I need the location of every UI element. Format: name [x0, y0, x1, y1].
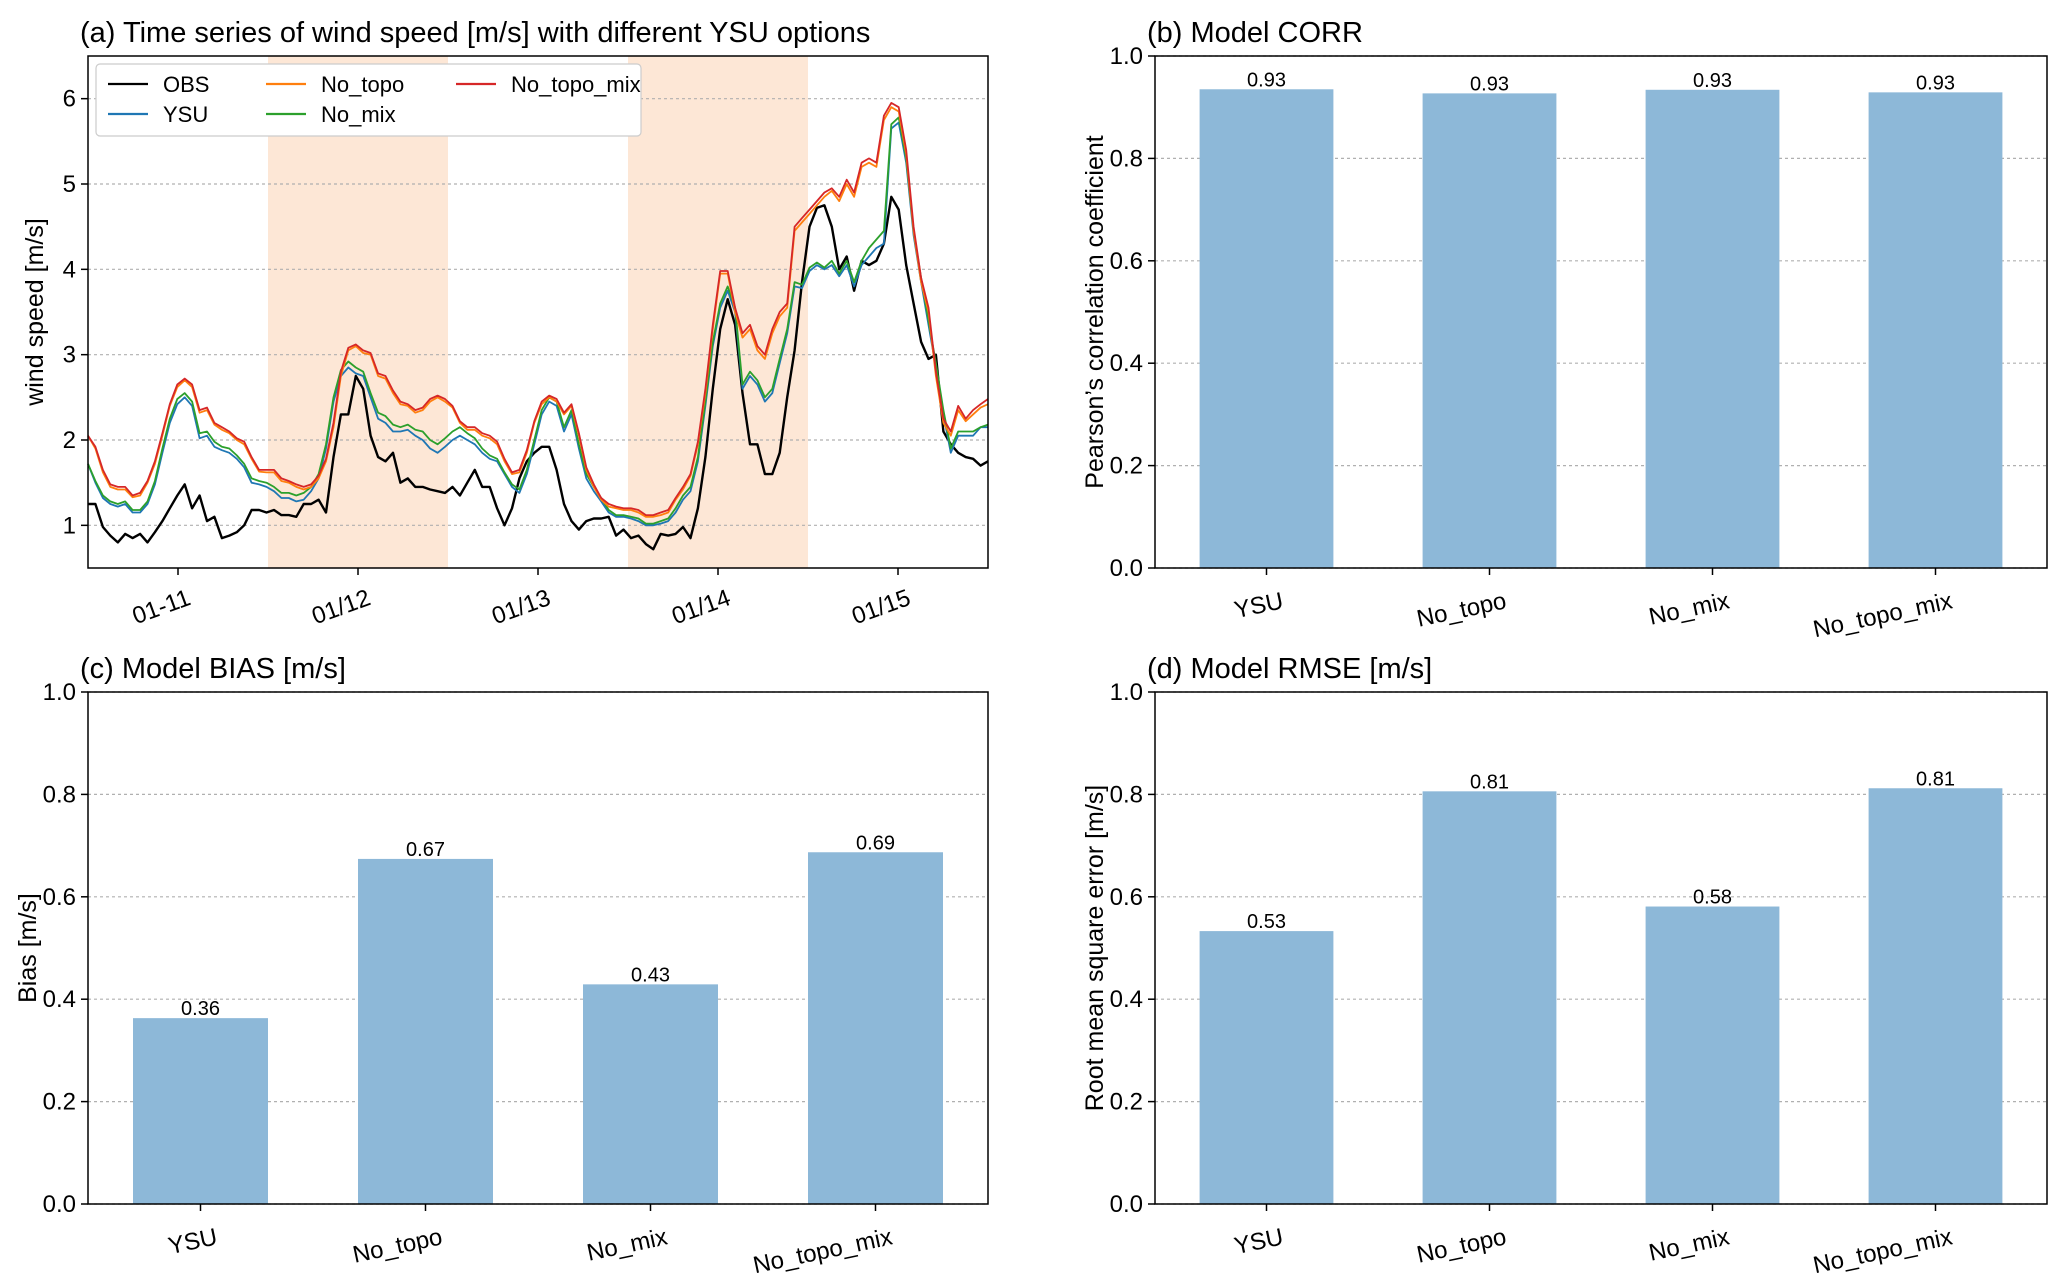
x-tick-label: No_topo_mix — [751, 1223, 895, 1279]
x-tick-label: 01/13 — [488, 584, 554, 630]
panel-a-ylabel: wind speed [m/s] — [21, 218, 49, 407]
panel-c-frame — [87, 691, 989, 1205]
bar-no-topo-mix — [808, 852, 943, 1204]
y-tick-label: 0.2 — [1110, 453, 1143, 480]
data-label: 0.43 — [631, 964, 670, 986]
y-tick-label: 0.2 — [1110, 1089, 1143, 1116]
y-tick-label: 2 — [63, 427, 76, 454]
y-tick-label: 0.0 — [43, 1191, 76, 1218]
y-tick-label: 0.8 — [1110, 781, 1143, 808]
y-tick-label: 0.8 — [1110, 145, 1143, 172]
data-label: 0.69 — [856, 832, 895, 854]
y-tick-label: 0.4 — [1110, 986, 1143, 1013]
x-tick-label: No_topo — [1414, 1223, 1508, 1268]
y-tick-label: 1.0 — [43, 679, 76, 706]
x-tick-label: 01/14 — [668, 584, 734, 630]
x-tick-label: 01/15 — [848, 584, 914, 630]
series-line-no-mix — [87, 116, 989, 525]
bar-no-topo-mix — [1868, 92, 2003, 569]
panel-d-frame — [1154, 691, 2048, 1205]
x-tick-label: 01-11 — [129, 584, 194, 630]
panel-a-frame — [87, 55, 989, 569]
data-label: 0.81 — [1470, 771, 1509, 793]
y-tick-label: 6 — [63, 86, 76, 113]
legend-label: No_topo — [321, 72, 404, 97]
panel-b-frame — [1154, 55, 2048, 569]
y-tick-label: 1.0 — [1110, 679, 1143, 706]
x-tick-label: YSU — [166, 1223, 220, 1260]
x-tick-label: No_topo_mix — [1811, 1223, 1955, 1279]
y-tick-label: 0.2 — [43, 1089, 76, 1116]
x-tick-label: No_mix — [1647, 587, 1732, 630]
y-tick-label: 5 — [63, 171, 76, 198]
panel-b-ylabel: Pearson’s correlation coefficient — [1081, 135, 1109, 488]
y-tick-label: 0.6 — [43, 884, 76, 911]
y-tick-label: 4 — [63, 256, 76, 283]
y-tick-label: 0.4 — [43, 986, 76, 1013]
series-line-no-topo — [87, 106, 989, 518]
bar-no-topo-mix — [1868, 788, 2003, 1204]
x-tick-label: 01/12 — [308, 584, 374, 630]
series-line-obs — [88, 195, 989, 551]
data-label: 0.58 — [1693, 887, 1732, 909]
panel-c-ylabel: Bias [m/s] — [14, 893, 42, 1003]
bar-no-mix — [1645, 89, 1780, 569]
panel-b: (b) Model CORR Pearson’s correlation coef… — [1081, 17, 2048, 643]
y-tick-label: 0.0 — [1110, 555, 1143, 582]
x-tick-label: YSU — [1232, 587, 1286, 624]
y-tick-label: 0.8 — [43, 781, 76, 808]
bar-ysu — [1199, 89, 1334, 568]
legend: OBS YSU No_topo No_mix No_topo_mix — [95, 63, 642, 137]
data-label: 0.93 — [1916, 72, 1955, 94]
panel-c: (c) Model BIAS [m/s] Bias [m/s] 0.0 0.2 0.4 0… — [14, 653, 989, 1279]
bar-ysu — [1199, 931, 1334, 1204]
bar-no-mix — [1645, 906, 1780, 1204]
bar-no-topo — [1422, 93, 1557, 568]
data-label: 0.53 — [1247, 911, 1286, 933]
x-tick-label: YSU — [1232, 1223, 1286, 1260]
data-label: 0.81 — [1916, 768, 1955, 790]
bar-no-topo — [1422, 791, 1557, 1204]
legend-label: OBS — [163, 72, 209, 97]
data-label: 0.93 — [1470, 73, 1509, 95]
panel-d: (d) Model RMSE [m/s] Root mean square err… — [1081, 653, 2048, 1279]
x-tick-label: No_mix — [585, 1223, 670, 1266]
legend-frame — [95, 63, 642, 137]
shaded-period-1 — [268, 56, 448, 568]
data-label: 0.36 — [181, 998, 220, 1020]
legend-label: No_mix — [321, 102, 396, 127]
panel-d-ylabel: Root mean square error [m/s] — [1081, 785, 1109, 1112]
series-line-no-topo-mix — [87, 102, 989, 516]
legend-label: YSU — [163, 102, 208, 127]
x-tick-label: No_topo — [1414, 587, 1508, 632]
data-label: 0.67 — [406, 839, 445, 861]
panel-a-title: (a) Time series of wind speed [m/s] with… — [80, 17, 870, 49]
data-label: 0.93 — [1247, 69, 1286, 91]
series-line-ysu — [87, 121, 988, 527]
legend-label: No_topo_mix — [511, 72, 641, 97]
data-label: 0.93 — [1693, 70, 1732, 92]
bar-no-topo — [358, 858, 493, 1204]
bar-no-mix — [583, 984, 718, 1204]
x-tick-label: No_mix — [1647, 1223, 1732, 1266]
panel-b-title: (b) Model CORR — [1147, 17, 1363, 49]
x-tick-label: No_topo_mix — [1811, 587, 1955, 643]
y-tick-label: 1 — [63, 512, 76, 539]
y-tick-label: 3 — [63, 342, 76, 369]
panel-a: (a) Time series of wind speed [m/s] with… — [21, 17, 989, 630]
bar-ysu — [133, 1018, 268, 1204]
panel-d-title: (d) Model RMSE [m/s] — [1147, 653, 1432, 685]
y-tick-label: 0.6 — [1110, 248, 1143, 275]
panel-c-title: (c) Model BIAS [m/s] — [80, 653, 346, 685]
y-tick-label: 0.6 — [1110, 884, 1143, 911]
y-tick-label: 1.0 — [1110, 43, 1143, 70]
y-tick-label: 0.4 — [1110, 350, 1143, 377]
x-tick-label: No_topo — [350, 1223, 444, 1268]
y-tick-label: 0.0 — [1110, 1191, 1143, 1218]
